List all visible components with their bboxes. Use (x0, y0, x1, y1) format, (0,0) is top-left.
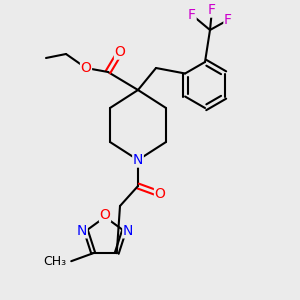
Text: N: N (123, 224, 133, 238)
Text: O: O (81, 61, 92, 75)
Text: CH₃: CH₃ (43, 255, 66, 268)
Text: O: O (154, 187, 165, 201)
Text: O: O (100, 208, 110, 222)
Text: F: F (224, 13, 232, 27)
Text: O: O (115, 45, 125, 59)
Text: N: N (77, 224, 87, 238)
Text: F: F (188, 8, 196, 22)
Text: F: F (208, 3, 216, 17)
Text: N: N (133, 153, 143, 167)
